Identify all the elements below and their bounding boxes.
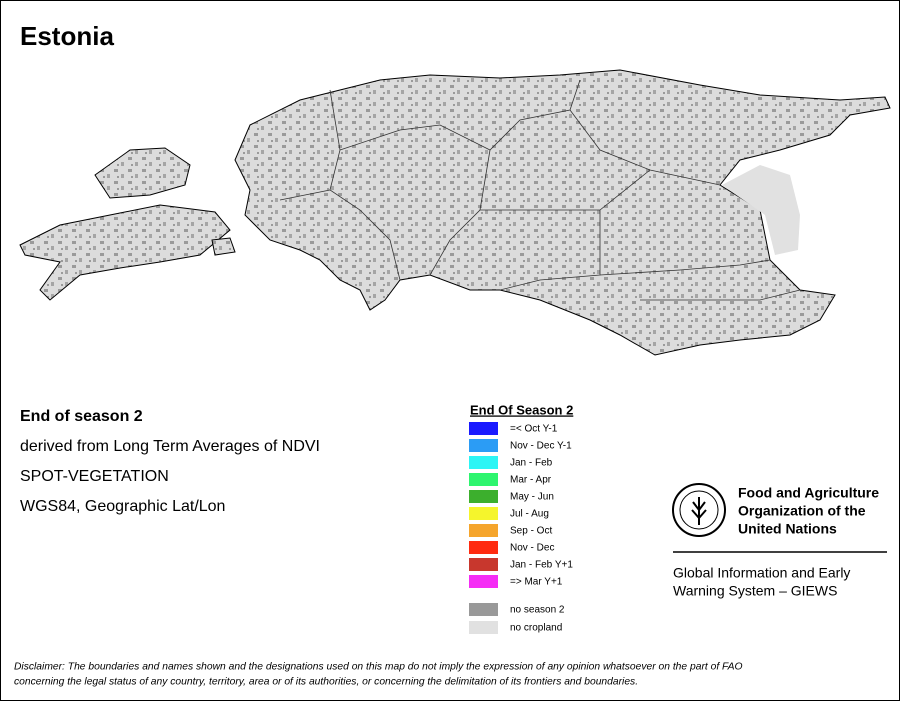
legend-swatch	[469, 558, 498, 571]
logo-text: Food and Agriculture Organization of the U…	[673, 485, 879, 599]
system-name: Global Information and Early	[673, 565, 850, 581]
legend-swatch	[469, 439, 498, 452]
legend-label: Nov - Dec	[510, 543, 554, 554]
legend-label: Sep - Oct	[510, 526, 552, 537]
legend-label: no cropland	[510, 623, 562, 634]
legend-swatch	[469, 456, 498, 469]
legend-swatch	[469, 473, 498, 486]
org-name: Organization of the	[738, 503, 866, 519]
disclaimer-line: Disclaimer: The boundaries and names sho…	[14, 662, 742, 673]
info-line: derived from Long Term Averages of NDVI	[20, 438, 320, 455]
legend-swatch	[469, 541, 498, 554]
legend-swatch	[469, 621, 498, 634]
lake-peipus	[722, 165, 800, 255]
legend-label: Jan - Feb Y+1	[510, 560, 573, 571]
legend-label: Jul - Aug	[510, 509, 549, 520]
mainland	[234, 69, 891, 356]
org-name: Food and Agriculture	[738, 485, 879, 501]
legend-label: Jan - Feb	[510, 458, 553, 469]
legend-label: => Mar Y+1	[510, 577, 563, 588]
legend: End Of Season 2 =< Oct Y-1 Nov - Dec Y-1 Ja…	[469, 402, 573, 634]
map-title: Estonia	[20, 21, 114, 51]
legend-label: =< Oct Y-1	[510, 424, 558, 435]
legend-label: Mar - Apr	[510, 475, 552, 486]
hiiumaa	[94, 147, 191, 199]
legend-label: no season 2	[510, 605, 565, 616]
fao-logo	[672, 483, 887, 553]
disclaimer: Disclaimer: The boundaries and names sho…	[14, 662, 742, 688]
county-borders	[279, 79, 801, 301]
legend-title: End Of Season 2	[470, 402, 573, 417]
muhu	[211, 237, 236, 256]
map	[19, 69, 891, 356]
legend-swatch	[469, 422, 498, 435]
info-line: SPOT-VEGETATION	[20, 468, 169, 485]
disclaimer-line: concerning the legal status of any count…	[14, 677, 638, 688]
info-block: End of season 2 derived from Long Term Av…	[20, 408, 320, 515]
info-line: WGS84, Geographic Lat/Lon	[20, 498, 225, 515]
legend-swatch	[469, 575, 498, 588]
saaremaa	[19, 204, 231, 301]
legend-swatch	[469, 603, 498, 616]
legend-swatch	[469, 524, 498, 537]
legend-label: Nov - Dec Y-1	[510, 441, 572, 452]
legend-swatch	[469, 507, 498, 520]
legend-swatch	[469, 490, 498, 503]
legend-label: May - Jun	[510, 492, 554, 503]
system-name: Warning System – GIEWS	[673, 583, 837, 599]
info-line: End of season 2	[20, 408, 143, 425]
org-name: United Nations	[738, 521, 837, 537]
